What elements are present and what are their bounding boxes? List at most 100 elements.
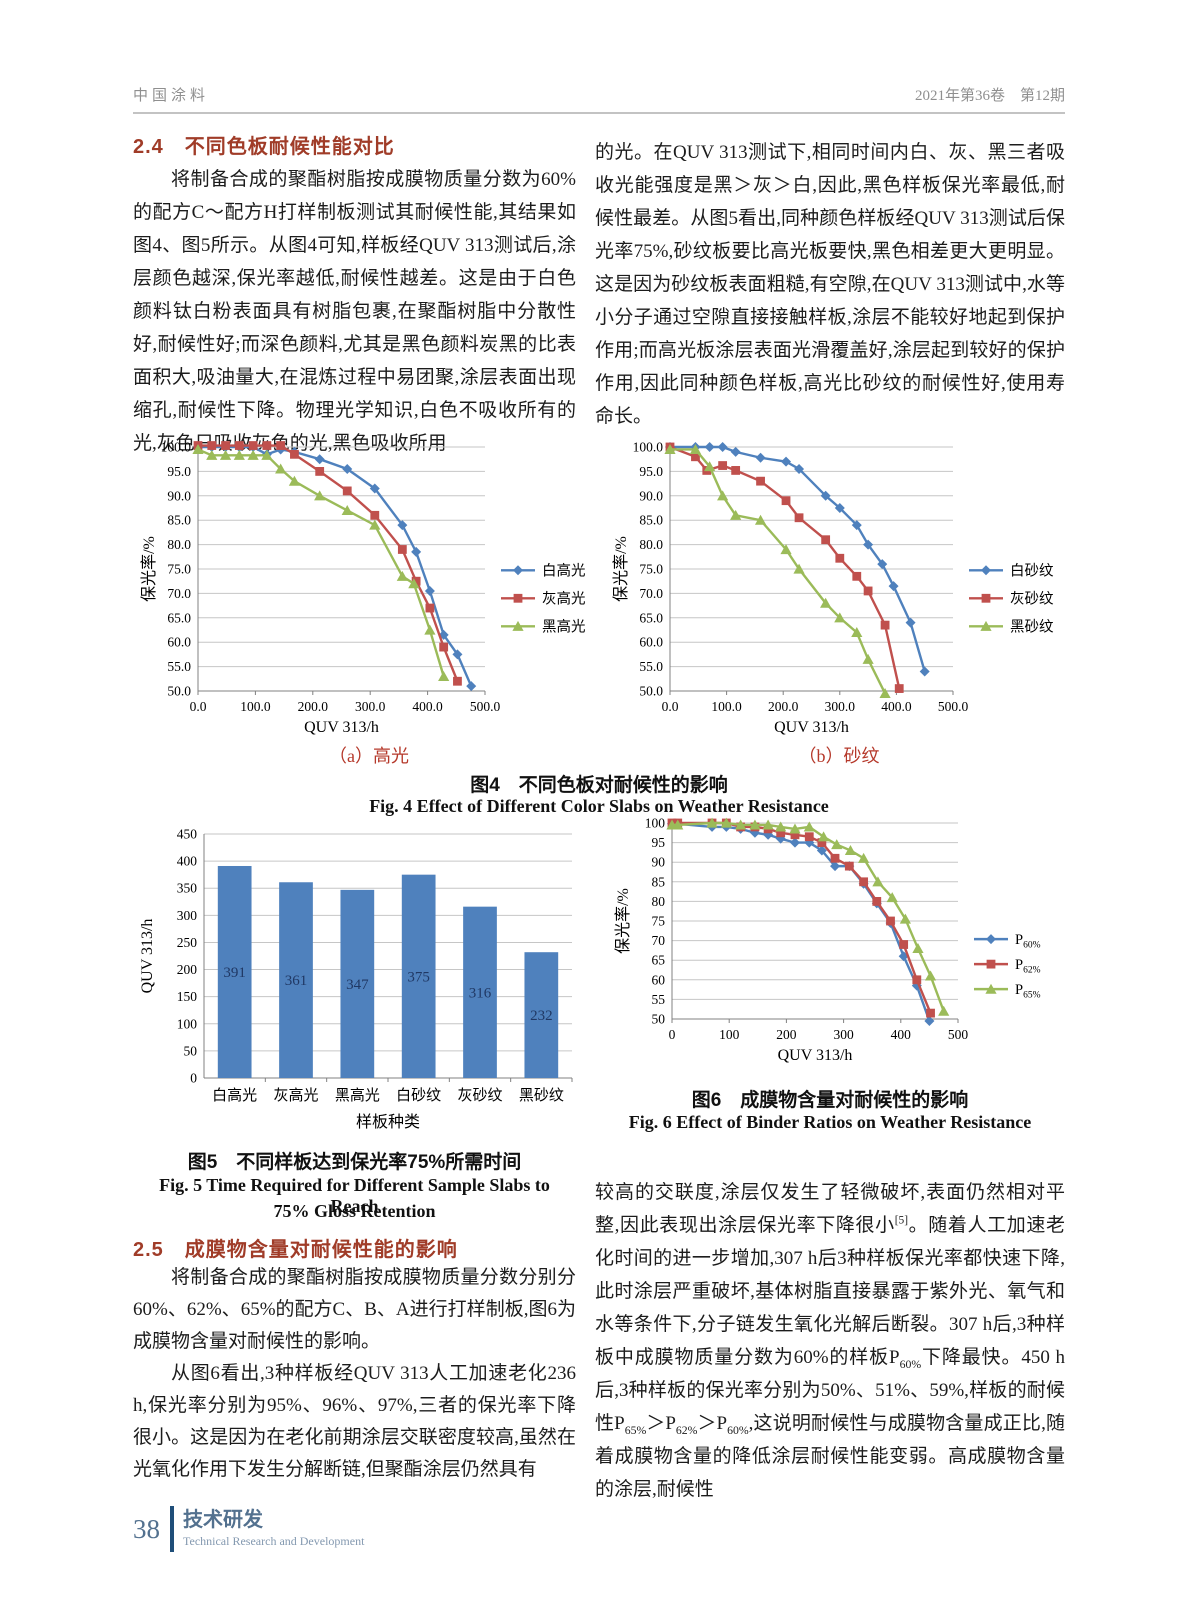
svg-text:100: 100 [645,816,666,831]
svg-text:100.0: 100.0 [240,699,271,714]
fig5-caption-en-line1: Fig. 5 Time Required for Different Sampl… [159,1175,550,1216]
footer-section-en: Technical Research and Development [183,1534,365,1548]
issue-info: 2021年第36卷 第12期 [914,88,1065,104]
svg-text:500.0: 500.0 [470,699,501,714]
section-2-5-body: 将制备合成的聚酯树脂按成膜物质量分数分别分60%、62%、65%的配方C、B、A… [133,1262,576,1486]
svg-text:灰砂纹: 灰砂纹 [457,1087,502,1104]
svg-text:200.0: 200.0 [768,699,799,714]
footer-divider-bar [170,1506,174,1552]
svg-text:QUV 313/h: QUV 313/h [774,719,849,736]
fig4a-line-chart: 50.0 55.0 60.0 65.0 70.0 75.0 80.0 85.0 90.0 95.0… [138,437,600,737]
svg-text:347: 347 [346,977,369,993]
svg-text:白砂纹: 白砂纹 [396,1087,441,1104]
svg-text:60.0: 60.0 [167,635,191,650]
svg-text:232: 232 [530,1008,553,1024]
svg-text:95.0: 95.0 [167,464,191,479]
svg-text:100.0: 100.0 [711,699,742,714]
fig5-bar-chart: 0 50 100 150 200 250 300 350 400 450 391 白高光 361 灰高光 3… [136,822,580,1134]
svg-text:450: 450 [177,827,198,842]
paragraph-2-5-second: 从图6看出,3种样板经QUV 313人工加速老化236 h,保光率分别为95%、… [133,1363,576,1480]
svg-text:50: 50 [184,1043,198,1058]
fig4b-line-chart: 50.0 55.0 60.0 65.0 70.0 75.0 80.0 85.0 90.0 95.0… [610,437,1068,737]
svg-text:白高光: 白高光 [212,1087,257,1104]
fig6-caption-en: Fig. 6 Effect of Binder Ratios on Weathe… [628,1112,1032,1132]
svg-text:400: 400 [177,854,198,869]
svg-text:350: 350 [177,881,198,896]
svg-text:150: 150 [177,989,198,1004]
svg-text:70: 70 [652,933,666,948]
svg-text:P62%: P62% [1015,957,1041,976]
svg-text:375: 375 [407,969,430,985]
svg-text:65.0: 65.0 [639,610,663,625]
journal-name: 中国涂料 [133,88,210,104]
fig4-caption-en: Fig. 4 Effect of Different Color Slabs o… [369,796,829,816]
svg-text:85.0: 85.0 [167,513,191,528]
svg-text:50.0: 50.0 [167,684,191,699]
svg-text:300: 300 [177,908,198,923]
svg-text:95: 95 [652,835,666,850]
fig5-caption-zh: 图5 不同样板达到保光率75%所需时间 [187,1152,522,1173]
svg-text:0.0: 0.0 [190,699,207,714]
svg-text:75: 75 [652,914,666,929]
svg-text:85: 85 [652,874,666,889]
svg-text:保光率/%: 保光率/% [614,888,632,954]
page-header: 中国涂料 2021年第36卷 第12期 [133,84,1065,114]
svg-text:0.0: 0.0 [662,699,679,714]
svg-text:80: 80 [652,894,666,909]
svg-text:90: 90 [652,855,666,870]
svg-text:QUV 313/h: QUV 313/h [304,719,379,736]
svg-text:300: 300 [833,1027,854,1042]
svg-text:391: 391 [223,965,246,981]
paragraph-2-4-left: 将制备合成的聚酯树脂按成膜物质量分数为60%的配方C～配方H打样制板测试其耐候性… [133,169,576,454]
svg-text:55.0: 55.0 [167,659,191,674]
svg-text:55: 55 [652,992,666,1007]
svg-text:0: 0 [669,1027,676,1042]
fig5-caption-en-line2: 75% Gloss Retention [273,1201,436,1221]
svg-text:70.0: 70.0 [167,586,191,601]
svg-text:100.0: 100.0 [633,440,664,455]
fig6-caption-zh: 图6 成膜物含量对耐候性的影响 [691,1090,969,1111]
svg-text:300.0: 300.0 [355,699,386,714]
svg-text:361: 361 [285,973,308,989]
svg-text:60.0: 60.0 [639,635,663,650]
svg-text:500: 500 [948,1027,969,1042]
svg-text:90.0: 90.0 [639,488,663,503]
svg-text:400.0: 400.0 [881,699,912,714]
svg-text:75.0: 75.0 [167,562,191,577]
svg-text:60: 60 [652,972,666,987]
page-footer: 38 技术研发 Technical Research and Developme… [133,1506,364,1552]
svg-text:400.0: 400.0 [412,699,443,714]
svg-text:250: 250 [177,935,198,950]
svg-text:QUV 313/h: QUV 313/h [139,919,156,994]
svg-text:黑砂纹: 黑砂纹 [519,1087,564,1104]
footer-section: 技术研发 Technical Research and Development [183,1508,364,1550]
paragraph-2-5-right-bottom: 较高的交联度,涂层仅发生了轻微破坏,表面仍然相对平整,因此表现出涂层保光率下降很… [595,1182,1065,1500]
svg-text:黑高光: 黑高光 [542,618,586,635]
footer-section-zh: 技术研发 [183,1509,263,1531]
svg-text:85.0: 85.0 [639,513,663,528]
svg-text:65.0: 65.0 [167,610,191,625]
svg-text:灰高光: 灰高光 [273,1087,318,1104]
paragraph-2-4-right: 的光。在QUV 313测试下,相同时间内白、灰、黑三者吸收光能强度是黑＞灰＞白,… [595,142,1065,427]
svg-text:400: 400 [891,1027,912,1042]
svg-text:P60%: P60% [1015,932,1041,951]
fig4a-subcaption: （a）高光 [329,746,409,766]
svg-text:黑高光: 黑高光 [335,1087,380,1104]
paragraph-2-5-first: 将制备合成的聚酯树脂按成膜物质量分数分别分60%、62%、65%的配方C、B、A… [133,1267,576,1352]
svg-text:75.0: 75.0 [639,562,663,577]
svg-text:黑砂纹: 黑砂纹 [1010,618,1054,635]
svg-text:300.0: 300.0 [825,699,856,714]
svg-text:70.0: 70.0 [639,586,663,601]
svg-text:白高光: 白高光 [542,562,586,579]
fig4-caption-zh: 图4 不同色板对耐候性的影响 [470,775,728,796]
svg-text:灰砂纹: 灰砂纹 [1010,590,1054,607]
svg-text:55.0: 55.0 [639,659,663,674]
svg-text:保光率/%: 保光率/% [612,536,630,602]
svg-text:P65%: P65% [1015,982,1041,1001]
svg-text:80.0: 80.0 [167,537,191,552]
svg-text:316: 316 [469,985,492,1001]
svg-text:保光率/%: 保光率/% [140,536,158,602]
svg-text:95.0: 95.0 [639,464,663,479]
svg-text:100: 100 [719,1027,740,1042]
